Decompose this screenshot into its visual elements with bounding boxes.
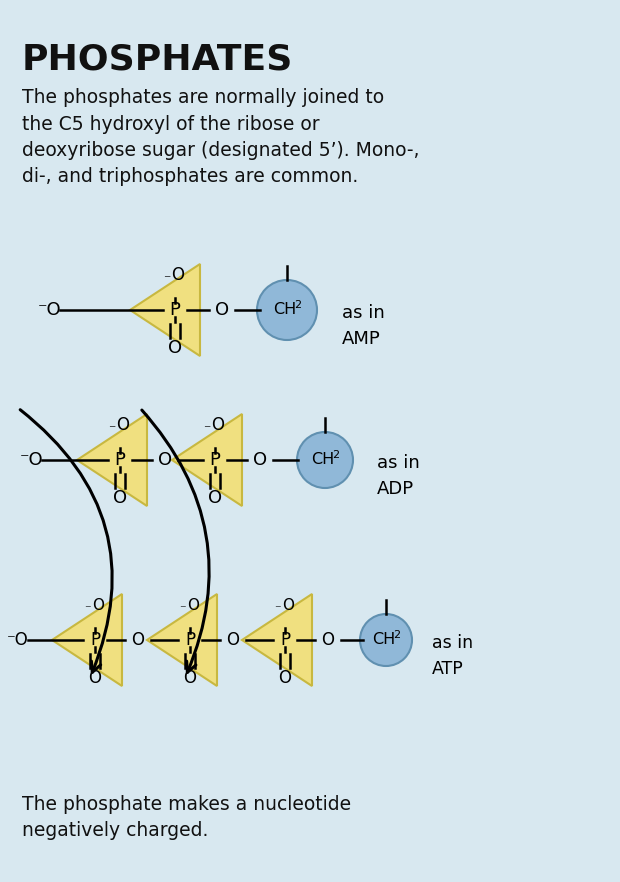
Text: P: P [280,631,290,649]
Text: O: O [322,631,335,649]
Text: P: P [90,631,100,649]
Polygon shape [130,264,200,356]
Text: O: O [208,489,222,507]
Text: ⁻: ⁻ [108,423,116,437]
Text: O: O [113,489,127,507]
Text: ⁻O: ⁻O [7,631,29,649]
Text: O: O [168,339,182,357]
Polygon shape [77,414,147,506]
Text: O: O [131,631,144,649]
Text: O: O [187,597,199,612]
Text: as in
ADP: as in ADP [377,454,420,498]
Text: O: O [172,266,185,284]
Text: O: O [226,631,239,649]
Text: ⁻: ⁻ [203,423,211,437]
Polygon shape [147,594,217,686]
Text: O: O [215,301,229,319]
Text: CH: CH [273,303,296,318]
Text: 2: 2 [332,450,340,460]
Text: O: O [278,669,291,687]
Circle shape [257,280,317,340]
Text: The phosphates are normally joined to
the C5 hydroxyl of the ribose or
deoxyribo: The phosphates are normally joined to th… [22,88,420,186]
Text: ⁻: ⁻ [179,603,185,617]
Polygon shape [172,414,242,506]
Polygon shape [242,594,312,686]
Text: P: P [115,451,125,469]
Text: P: P [210,451,221,469]
Text: O: O [117,416,130,434]
Text: CH: CH [373,632,396,647]
Text: 2: 2 [394,630,401,640]
Circle shape [297,432,353,488]
Circle shape [360,614,412,666]
Text: O: O [158,451,172,469]
Text: CH: CH [311,452,335,467]
Text: O: O [92,597,104,612]
Text: PHOSPHATES: PHOSPHATES [22,42,293,76]
Text: O: O [253,451,267,469]
Text: ⁻: ⁻ [84,603,91,617]
Text: The phosphate makes a nucleotide
negatively charged.: The phosphate makes a nucleotide negativ… [22,795,351,841]
Text: ⁻O: ⁻O [38,301,62,319]
Text: ⁻: ⁻ [273,603,280,617]
Text: ⁻: ⁻ [163,273,170,287]
Text: O: O [89,669,102,687]
Text: P: P [169,301,180,319]
Text: O: O [184,669,197,687]
Text: 2: 2 [294,300,301,310]
Text: P: P [185,631,195,649]
Text: O: O [282,597,294,612]
Text: as in
AMP: as in AMP [342,303,385,348]
Text: as in
ATP: as in ATP [432,634,473,678]
Text: ⁻O: ⁻O [20,451,44,469]
Text: O: O [211,416,224,434]
Polygon shape [52,594,122,686]
